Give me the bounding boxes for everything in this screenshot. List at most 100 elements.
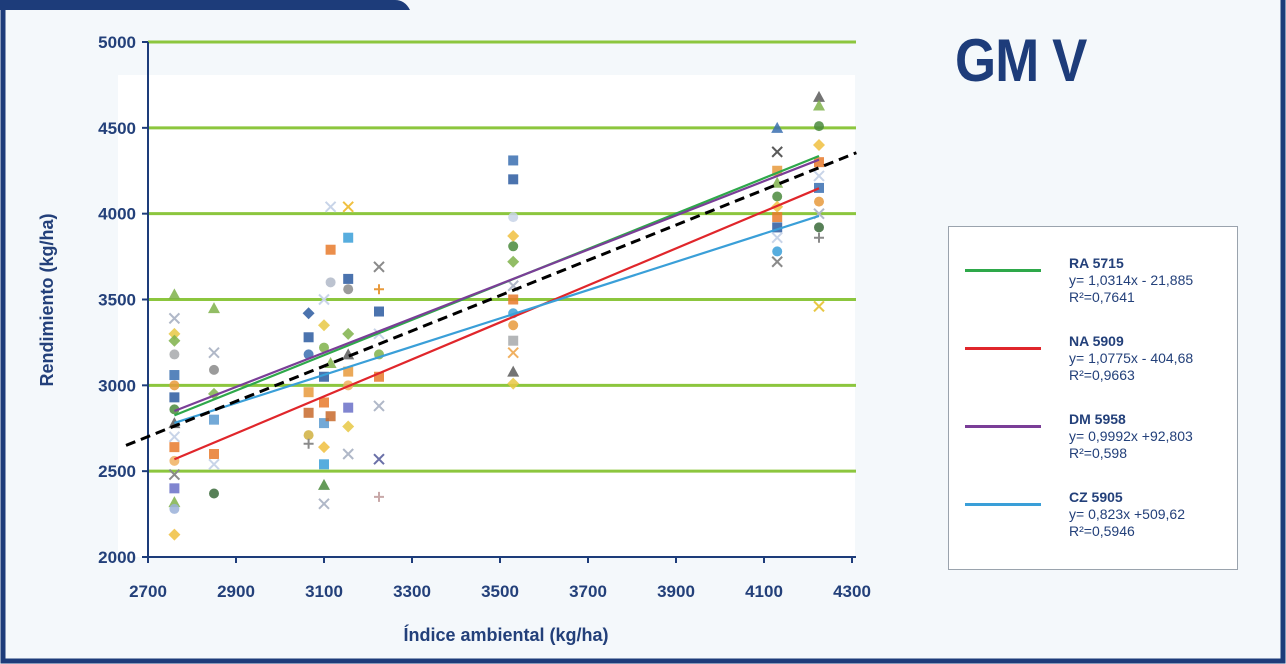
data-point <box>303 387 314 398</box>
data-point <box>507 347 519 359</box>
data-point <box>318 293 330 306</box>
data-point <box>772 191 783 202</box>
legend-r2: R²=0,5946 <box>1069 523 1135 539</box>
legend-swatch <box>965 425 1041 428</box>
data-point <box>319 397 329 408</box>
x-tick-label: 4100 <box>745 582 783 601</box>
trend-line-na-5909 <box>173 187 820 461</box>
data-point <box>814 232 824 243</box>
legend: RA 5715 y= 1,0314x - 21,885 R²=0,7641 NA… <box>948 226 1238 570</box>
data-point <box>319 418 329 429</box>
data-point <box>325 244 336 255</box>
data-point <box>325 277 336 288</box>
legend-equation: y= 0,9992x +92,803 <box>1069 428 1193 444</box>
data-point <box>319 459 329 470</box>
x-tick-label: 3900 <box>657 582 695 601</box>
data-point <box>771 146 783 158</box>
legend-swatch <box>965 347 1041 350</box>
overall-trend-line <box>125 151 857 447</box>
data-point <box>342 420 355 433</box>
data-point <box>813 300 825 313</box>
data-point <box>209 449 219 459</box>
data-point <box>508 212 519 223</box>
data-point <box>508 320 519 331</box>
data-point <box>168 288 181 300</box>
data-point <box>374 491 384 502</box>
top-tab <box>0 0 410 10</box>
legend-series-name: CZ 5905 <box>1069 489 1123 505</box>
data-point <box>342 327 355 340</box>
legend-swatch <box>965 503 1041 506</box>
data-point <box>318 478 330 490</box>
data-point <box>771 176 784 188</box>
data-point <box>318 319 330 332</box>
chart-title: GM V <box>955 27 1087 94</box>
legend-series-name: NA 5909 <box>1069 333 1124 349</box>
data-point <box>772 165 783 176</box>
legend-swatch <box>965 269 1041 272</box>
x-tick-label: 3500 <box>481 582 519 601</box>
data-point <box>343 284 354 295</box>
data-point <box>814 121 824 132</box>
data-point <box>168 496 181 508</box>
data-point <box>343 232 354 243</box>
data-point <box>303 407 314 418</box>
data-point <box>772 212 783 223</box>
data-point <box>373 261 385 273</box>
data-point <box>318 498 330 510</box>
y-tick-label: 2500 <box>98 462 136 481</box>
data-point <box>771 231 783 244</box>
data-point <box>508 294 519 305</box>
data-point <box>325 411 336 422</box>
data-point <box>168 312 181 325</box>
data-point <box>343 366 354 377</box>
legend-equation: y= 1,0314x - 21,885 <box>1069 272 1194 288</box>
y-tick-label: 3500 <box>98 291 136 310</box>
data-point <box>169 380 180 391</box>
data-point <box>168 431 181 443</box>
data-point <box>507 255 520 268</box>
data-point <box>169 349 180 360</box>
x-tick-label: 2900 <box>217 582 255 601</box>
data-point <box>168 468 181 481</box>
legend-equation: y= 0,823x +509,62 <box>1069 506 1185 522</box>
data-point <box>507 377 520 390</box>
data-point <box>373 453 385 465</box>
data-point <box>342 448 354 460</box>
data-point <box>303 438 314 449</box>
data-point <box>319 371 329 382</box>
legend-entry-na-5909: NA 5909 y= 1,0775x - 404,68 R²=0,9663 <box>949 333 1237 413</box>
data-point <box>209 364 219 375</box>
legend-r2: R²=0,9663 <box>1069 367 1135 383</box>
data-point <box>169 404 180 415</box>
data-point <box>303 332 314 343</box>
data-point <box>508 335 519 346</box>
data-point <box>209 488 219 499</box>
data-point <box>813 170 825 182</box>
legend-r2: R²=0,7641 <box>1069 289 1135 305</box>
legend-r2: R²=0,598 <box>1069 445 1127 461</box>
data-point <box>208 347 220 359</box>
data-point <box>168 327 181 340</box>
data-point <box>324 201 337 213</box>
x-tick-label: 3100 <box>305 582 343 601</box>
data-point <box>343 273 354 284</box>
data-point <box>343 402 354 413</box>
y-axis-title: Rendimiento (kg/ha) <box>37 213 57 386</box>
data-point <box>374 371 384 382</box>
data-point <box>303 430 314 441</box>
data-point <box>319 342 329 353</box>
y-tick-label: 2000 <box>98 548 136 567</box>
data-point <box>508 155 519 166</box>
data-point <box>374 284 384 295</box>
data-point <box>374 306 384 317</box>
data-point <box>168 334 181 347</box>
x-tick-label: 3700 <box>569 582 607 601</box>
data-point <box>772 246 783 257</box>
data-point <box>168 528 181 541</box>
x-tick-label: 2700 <box>129 582 167 601</box>
data-point <box>813 139 825 151</box>
legend-series-name: DM 5958 <box>1069 411 1126 427</box>
